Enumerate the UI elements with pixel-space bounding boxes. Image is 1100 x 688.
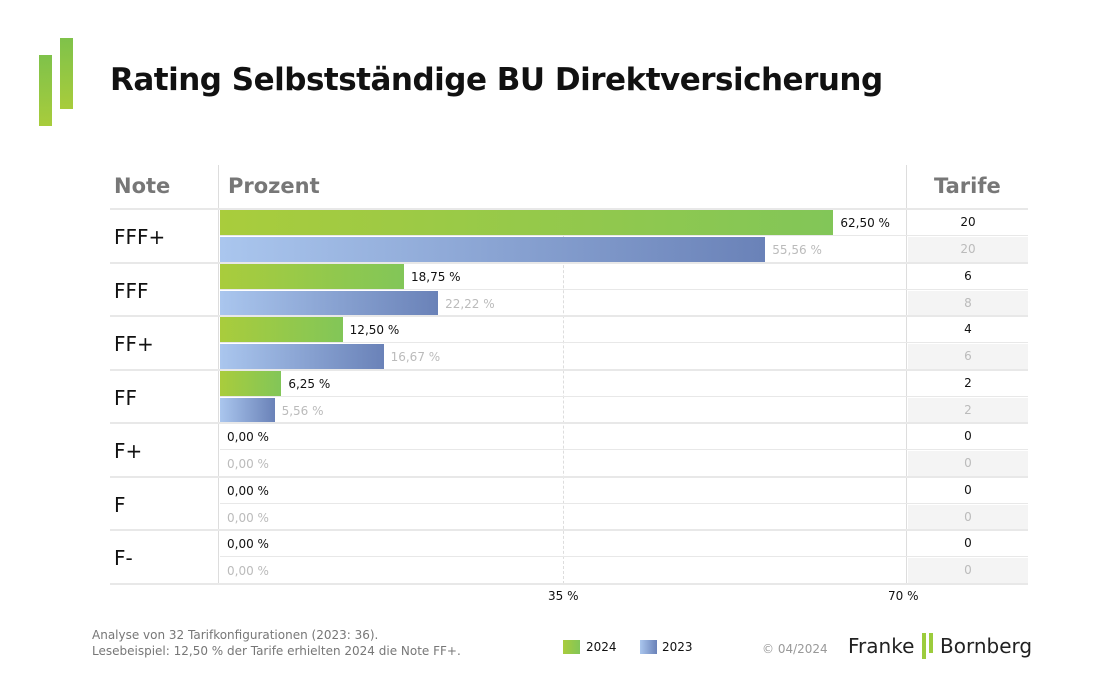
row-divider: [110, 208, 1028, 210]
row-divider: [220, 556, 1028, 557]
bar-2023: [220, 237, 766, 262]
tarife-2024: 2: [964, 375, 972, 390]
header-note: Note: [114, 174, 171, 198]
data-label-2023: 5,56 %: [281, 403, 324, 418]
divider: [906, 165, 907, 585]
category-label: F+: [114, 439, 143, 463]
data-label-2024: 0,00 %: [227, 537, 269, 551]
brand-bornberg: Bornberg: [940, 634, 1033, 658]
tarife-2024: 0: [964, 536, 972, 550]
bar-2024: [220, 317, 343, 342]
tarife-2023: 2: [908, 397, 1028, 423]
data-label-2024: 18,75 %: [411, 269, 461, 284]
footnote-analysis: Analyse von 32 Tarifkonfigurationen (202…: [92, 628, 379, 642]
data-label-2024: 0,00 %: [227, 430, 269, 444]
category-label: FF+: [114, 332, 154, 356]
data-label-2024: 62,50 %: [840, 216, 890, 230]
x-tick: 35 %: [548, 589, 579, 603]
legend-label-2023: 2023: [662, 640, 693, 654]
row-divider: [110, 582, 1028, 585]
data-label-2024: 0,00 %: [227, 483, 269, 498]
bar-2024: [220, 263, 405, 289]
data-label-2023: 16,67 %: [390, 350, 441, 364]
bar-2024: [220, 210, 834, 235]
brand-logo-bar: [922, 633, 926, 659]
row-divider: [220, 288, 1028, 290]
tarife-2023: 20: [908, 237, 1028, 262]
legend-swatch-2024: [563, 640, 580, 654]
data-label-2023: 0,00 %: [227, 564, 269, 578]
category-label: F-: [114, 546, 133, 570]
header-tarife: Tarife: [934, 174, 1001, 198]
data-label-2023: 0,00 %: [227, 510, 269, 525]
category-label: FF: [114, 385, 138, 410]
logo-bar: [39, 55, 52, 126]
row-divider: [220, 502, 1028, 504]
bar-2023: [220, 397, 275, 423]
bar-2023: [220, 344, 384, 369]
row-divider: [220, 449, 1028, 450]
gridline-35: [563, 210, 564, 584]
page-title: Rating Selbstständige BU Direktversicher…: [110, 62, 883, 98]
legend-label-2024: 2024: [586, 640, 617, 654]
x-tick: 70 %: [888, 589, 919, 603]
data-label-2024: 6,25 %: [288, 376, 331, 391]
row-divider: [220, 235, 1028, 236]
tarife-2024: 0: [964, 429, 972, 443]
logo-bar: [60, 38, 73, 109]
category-label: F: [114, 492, 126, 517]
row-divider: [220, 342, 1028, 343]
footnote-example: Lesebeispiel: 12,50 % der Tarife erhielt…: [92, 644, 461, 658]
bar-2023: [220, 290, 439, 316]
data-label-2023: 0,00 %: [227, 457, 269, 471]
copyright: © 04/2024: [762, 642, 828, 656]
tarife-2023: 0: [908, 451, 1028, 476]
category-label: FFF: [114, 278, 149, 303]
tarife-2023: 0: [908, 504, 1028, 530]
tarife-2023: 6: [908, 344, 1028, 369]
tarife-2024: 20: [960, 215, 976, 229]
tarife-2023: 0: [908, 558, 1028, 583]
brand-logo-bar: [929, 633, 933, 653]
data-label-2024: 12,50 %: [349, 323, 400, 337]
tarife-2024: 0: [964, 482, 972, 497]
header-prozent: Prozent: [228, 174, 320, 198]
data-label-2023: 22,22 %: [445, 296, 495, 311]
brand-franke: Franke: [848, 634, 915, 658]
row-divider: [110, 368, 1028, 371]
legend-swatch-2023: [640, 640, 657, 654]
tarife-2024: 4: [964, 322, 972, 336]
bar-2024: [220, 370, 282, 396]
divider: [218, 165, 219, 585]
data-label-2023: 55,56 %: [772, 243, 822, 257]
row-divider: [110, 529, 1028, 531]
row-divider: [110, 261, 1028, 264]
row-divider: [220, 395, 1028, 397]
row-divider: [110, 315, 1028, 317]
row-divider: [110, 475, 1028, 478]
tarife-2024: 6: [964, 268, 972, 283]
tarife-2023: 8: [908, 290, 1028, 316]
category-label: FFF+: [114, 225, 166, 249]
row-divider: [110, 422, 1028, 424]
